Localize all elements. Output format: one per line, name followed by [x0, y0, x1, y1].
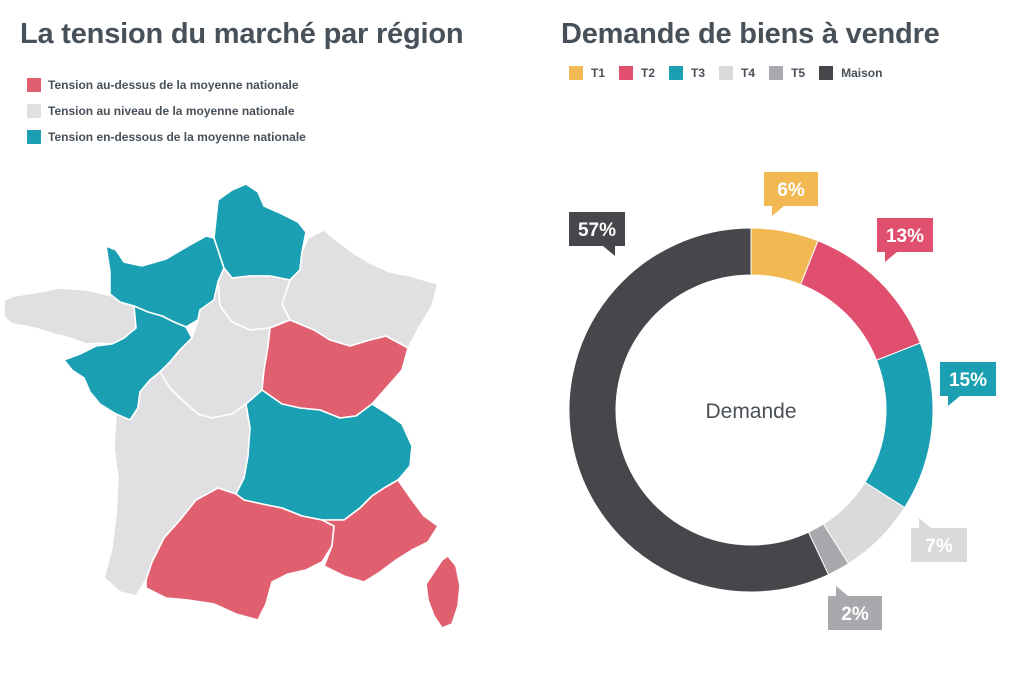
donut-legend: T1 T2 T3 T4 T5 Maison: [569, 66, 896, 80]
donut-slice-maison: [568, 227, 830, 593]
donut-callout-t4: 7%: [911, 518, 967, 562]
donut-slice-t3: [864, 342, 934, 509]
map-legend-level: Tension au niveau de la moyenne national…: [27, 98, 306, 124]
donut-label-t1: 6%: [777, 180, 805, 201]
legend-label-t5: T5: [791, 66, 806, 80]
legend-swatch-t5: [769, 66, 784, 80]
donut-callout-t3: 15%: [940, 362, 996, 406]
legend-swatch-t4: [719, 66, 734, 80]
donut-legend-t1: T1: [569, 66, 605, 80]
legend-label-t4: T4: [741, 66, 756, 80]
legend-label-t3: T3: [691, 66, 706, 80]
donut-title: Demande de biens à vendre: [561, 18, 940, 50]
donut-callout-maison: 57%: [569, 212, 625, 256]
legend-swatch-t3: [669, 66, 684, 80]
map-title: La tension du marché par région: [20, 18, 464, 50]
donut-legend-t3: T3: [669, 66, 705, 80]
map-legend: Tension au-dessus de la moyenne national…: [27, 72, 306, 150]
legend-label-maison: Maison: [841, 66, 883, 80]
donut-callout-t1: 6%: [764, 172, 818, 216]
donut-legend-t5: T5: [769, 66, 805, 80]
donut-label-t3: 15%: [949, 370, 987, 391]
legend-label-level: Tension au niveau de la moyenne national…: [48, 104, 295, 118]
legend-label-t1: T1: [591, 66, 606, 80]
legend-label-above: Tension au-dessus de la moyenne national…: [48, 78, 299, 92]
donut-center-label: Demande: [705, 400, 796, 423]
donut-legend-maison: Maison: [819, 66, 882, 80]
donut-callout-t5: 2%: [828, 586, 882, 630]
legend-swatch-t1: [569, 66, 583, 80]
donut-callout-t2: 13%: [877, 218, 933, 262]
donut-slice-t2: [800, 240, 921, 361]
legend-swatch-below: [27, 130, 41, 144]
legend-swatch-t2: [619, 66, 634, 80]
legend-label-t2: T2: [641, 66, 656, 80]
donut-label-t5: 2%: [841, 604, 869, 625]
map-legend-below: Tension en-dessous de la moyenne nationa…: [27, 124, 306, 150]
donut-label-t4: 7%: [925, 536, 953, 557]
legend-swatch-maison: [819, 66, 834, 80]
donut-label-t2: 13%: [886, 226, 924, 247]
legend-swatch-above: [27, 78, 41, 92]
legend-label-below: Tension en-dessous de la moyenne nationa…: [48, 130, 306, 144]
legend-swatch-level: [27, 104, 41, 118]
donut-label-maison: 57%: [578, 220, 616, 241]
donut-legend-t2: T2: [619, 66, 655, 80]
donut-legend-t4: T4: [719, 66, 755, 80]
map-legend-above: Tension au-dessus de la moyenne national…: [27, 72, 306, 98]
